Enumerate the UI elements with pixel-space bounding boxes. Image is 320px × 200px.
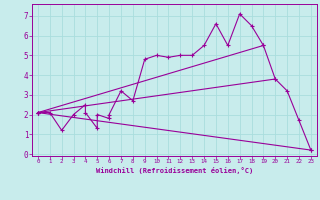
X-axis label: Windchill (Refroidissement éolien,°C): Windchill (Refroidissement éolien,°C) (96, 167, 253, 174)
